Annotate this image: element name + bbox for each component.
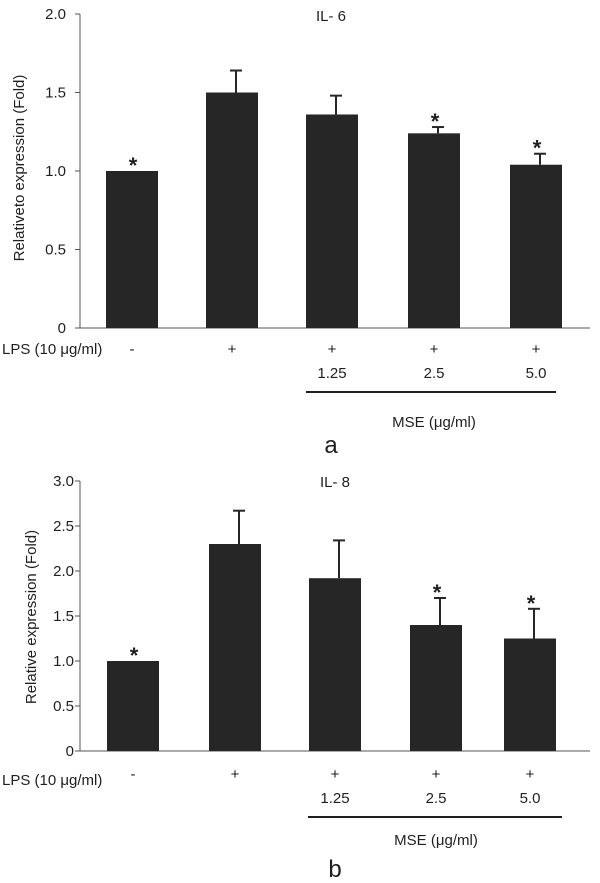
category-label: + <box>331 766 340 783</box>
y-tick-label: 1.0 <box>53 653 74 670</box>
il6-chart: IL- 6 Relativeto expression (Fold) LPS (… <box>2 6 590 459</box>
mse-group-label: MSE (μg/ml) <box>392 414 476 431</box>
significance-star: * <box>129 153 138 178</box>
y-tick-label: 1.5 <box>45 85 66 102</box>
bar <box>510 164 562 328</box>
y-tick-label: 0.5 <box>45 242 66 259</box>
lps-label: LPS (10 μg/ml) <box>2 341 102 358</box>
bar <box>408 133 460 328</box>
bar <box>306 114 358 328</box>
dose-label: 1.25 <box>320 790 349 807</box>
dose-label: 1.25 <box>317 365 346 382</box>
panel-label: b <box>328 856 341 883</box>
y-tick-label: 1.5 <box>53 608 74 625</box>
y-tick-label: 0.5 <box>53 698 74 715</box>
category-label: + <box>432 766 441 783</box>
significance-star: * <box>431 109 440 134</box>
y-tick-label: 2.0 <box>53 563 74 580</box>
dose-label: 5.0 <box>520 790 541 807</box>
bar <box>410 625 462 751</box>
bar <box>107 661 159 751</box>
dose-label: 2.5 <box>426 790 447 807</box>
bar <box>504 638 556 751</box>
category-label: + <box>532 341 541 358</box>
chart-panel-b: IL- 8 Relative expression (Fold) LPS (10… <box>0 460 600 883</box>
y-tick-label: 0 <box>58 320 66 337</box>
panel-label: a <box>324 432 338 459</box>
y-tick-label: 3.0 <box>53 473 74 490</box>
category-label: + <box>228 341 237 358</box>
y-tick-label: 0 <box>66 743 74 760</box>
chart-title: IL- 8 <box>320 474 350 491</box>
y-axis-label: Relative expression (Fold) <box>23 530 40 704</box>
y-tick-label: 2.5 <box>53 518 74 535</box>
category-label: - <box>130 341 135 358</box>
bar <box>209 544 261 751</box>
mse-group-label: MSE (μg/ml) <box>394 832 478 849</box>
category-label: - <box>131 766 136 783</box>
significance-star: * <box>527 591 536 616</box>
category-label: + <box>328 341 337 358</box>
lps-label: LPS (10 μg/ml) <box>2 772 102 789</box>
category-label: + <box>430 341 439 358</box>
category-label: + <box>231 766 240 783</box>
dose-label: 2.5 <box>424 365 445 382</box>
bar <box>106 171 158 328</box>
y-tick-label: 1.0 <box>45 163 66 180</box>
significance-star: * <box>433 580 442 605</box>
bar <box>309 578 361 751</box>
il8-chart: IL- 8 Relative expression (Fold) LPS (10… <box>2 473 590 883</box>
y-tick-label: 2.0 <box>45 6 66 23</box>
chart-panel-a: IL- 6 Relativeto expression (Fold) LPS (… <box>2 6 590 459</box>
chart-title: IL- 6 <box>316 8 346 25</box>
y-axis-label: Relativeto expression (Fold) <box>11 75 28 262</box>
significance-star: * <box>533 136 542 161</box>
significance-star: * <box>130 643 139 668</box>
dose-label: 5.0 <box>526 365 547 382</box>
category-label: + <box>526 766 535 783</box>
bar <box>206 92 258 328</box>
